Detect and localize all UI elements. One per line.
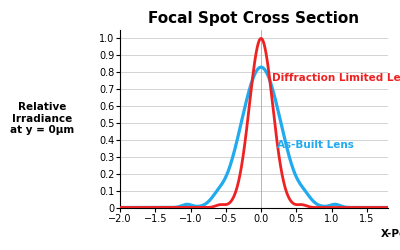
- Title: Focal Spot Cross Section: Focal Spot Cross Section: [148, 11, 360, 26]
- X-axis label: X-Pos.: X-Pos.: [380, 229, 400, 239]
- Text: Diffraction Limited Lens: Diffraction Limited Lens: [272, 73, 400, 83]
- Text: As-Built Lens: As-Built Lens: [276, 140, 354, 150]
- Text: Relative
Irradiance
at y = 0μm: Relative Irradiance at y = 0μm: [10, 102, 74, 135]
